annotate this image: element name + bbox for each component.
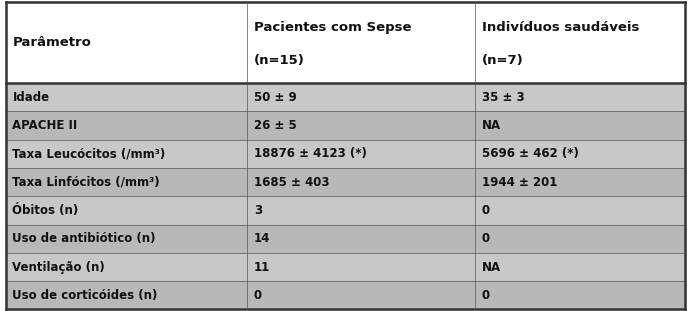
Text: 0: 0 [482, 289, 490, 302]
Text: APACHE II: APACHE II [12, 119, 77, 132]
Text: 3: 3 [254, 204, 262, 217]
Bar [475, 140, 685, 168]
Text: Taxa Linfócitos (/mm³): Taxa Linfócitos (/mm³) [12, 176, 160, 189]
Bar [6, 168, 247, 196]
Bar [247, 253, 475, 281]
Text: 26 ± 5: 26 ± 5 [254, 119, 296, 132]
Text: NA: NA [482, 261, 501, 273]
Text: Ventilação (n): Ventilação (n) [12, 261, 105, 273]
Text: 18876 ± 4123 (*): 18876 ± 4123 (*) [254, 147, 367, 160]
Bar [6, 140, 247, 168]
Bar [475, 196, 685, 225]
Text: 0: 0 [482, 204, 490, 217]
Bar [247, 281, 475, 309]
Bar [475, 83, 685, 111]
Bar [6, 83, 247, 111]
Text: Pacientes com Sepse: Pacientes com Sepse [254, 21, 411, 34]
Text: 0: 0 [254, 289, 262, 302]
Text: 35 ± 3: 35 ± 3 [482, 91, 524, 104]
Text: Idade: Idade [12, 91, 50, 104]
Bar [475, 225, 685, 253]
Text: Uso de antibiótico (n): Uso de antibiótico (n) [12, 232, 156, 245]
Bar [475, 281, 685, 309]
Bar [247, 111, 475, 140]
Bar [6, 225, 247, 253]
Bar [475, 253, 685, 281]
Text: NA: NA [482, 119, 501, 132]
Bar [475, 168, 685, 196]
Bar [247, 83, 475, 111]
Bar [247, 225, 475, 253]
Text: 1944 ± 201: 1944 ± 201 [482, 176, 557, 189]
Text: 11: 11 [254, 261, 270, 273]
Text: 50 ± 9: 50 ± 9 [254, 91, 296, 104]
Text: 1685 ± 403: 1685 ± 403 [254, 176, 330, 189]
Bar [247, 196, 475, 225]
Text: 5696 ± 462 (*): 5696 ± 462 (*) [482, 147, 578, 160]
Bar [247, 2, 475, 83]
Bar [247, 140, 475, 168]
Text: Taxa Leucócitos (/mm³): Taxa Leucócitos (/mm³) [12, 147, 166, 160]
Bar [6, 2, 247, 83]
Bar [475, 2, 685, 83]
Text: Uso de corticóides (n): Uso de corticóides (n) [12, 289, 158, 302]
Bar [6, 196, 247, 225]
Text: (n=7): (n=7) [482, 54, 523, 67]
Bar [6, 111, 247, 140]
Text: Parâmetro: Parâmetro [12, 36, 91, 49]
Bar [6, 281, 247, 309]
Bar [6, 253, 247, 281]
Text: Indivíduos saudáveis: Indivíduos saudáveis [482, 21, 639, 34]
Text: 0: 0 [482, 232, 490, 245]
Bar [475, 111, 685, 140]
Bar [247, 168, 475, 196]
Text: Óbitos (n): Óbitos (n) [12, 204, 79, 217]
Text: 14: 14 [254, 232, 270, 245]
Text: (n=15): (n=15) [254, 54, 305, 67]
